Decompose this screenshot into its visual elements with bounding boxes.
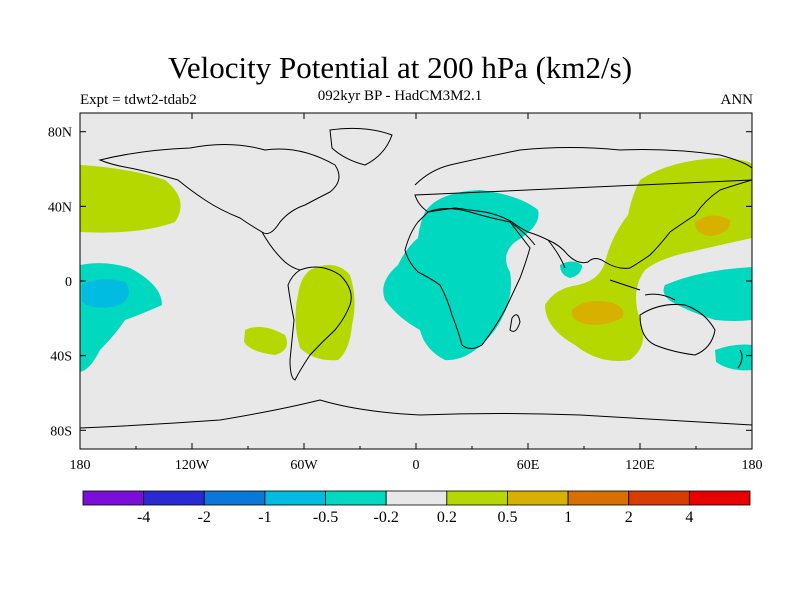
chart-title: Velocity Potential at 200 hPa (km2/s) (167, 50, 633, 85)
lat-label: 40N (48, 200, 72, 215)
lon-label: 120E (625, 458, 655, 473)
colorbar-label: -1 (258, 509, 271, 526)
region-east-australia (715, 344, 752, 371)
lon-label: 120W (175, 458, 210, 473)
colorbar-label: 2 (625, 509, 633, 526)
colorbar-label: 1 (564, 509, 572, 526)
axis-ticks (79, 113, 753, 449)
region-africa (383, 190, 539, 361)
region-western-pacific (663, 267, 752, 321)
region-core-indian-ocean (571, 301, 624, 325)
colorbar-swatch (567, 490, 630, 506)
colorbar (82, 490, 751, 506)
chart-subtitle: 092kyr BP - HadCM3M2.1 (317, 88, 483, 104)
lat-label: 80S (50, 424, 72, 439)
colorbar-swatch (688, 490, 751, 506)
region-indonesia-small (560, 261, 582, 278)
lon-label: 0 (413, 458, 420, 473)
colorbar-label: 0.2 (437, 509, 457, 526)
colorbar-swatch (143, 490, 205, 506)
colorbar-label: -0.2 (374, 509, 399, 526)
lat-label: 80N (48, 126, 72, 141)
colorbar-label: -0.5 (313, 509, 338, 526)
colorbar-swatch (446, 490, 508, 506)
lon-label: 60W (290, 458, 318, 473)
colorbar-label: 4 (685, 509, 693, 526)
colorbar-swatch (507, 490, 569, 506)
colorbar-label: 0.5 (497, 509, 517, 526)
colorbar-swatch (264, 490, 326, 506)
region-core-ne-pacific (695, 215, 731, 236)
colorbar-swatch (325, 490, 387, 506)
region-south-atlantic-west (244, 326, 288, 355)
lon-label: 180 (70, 458, 91, 473)
coastlines (80, 127, 752, 429)
region-core-pacific-west (82, 279, 129, 308)
region-n-pacific-east (80, 165, 181, 233)
lat-label: 40S (50, 350, 72, 365)
season-label: ANN (720, 92, 754, 108)
lat-label: 0 (65, 275, 72, 290)
longitude-labels: 180 120W 60W 0 60E 120E 180 (70, 458, 763, 473)
latitude-labels: 80N 40N 0 40S 80S (48, 126, 72, 440)
experiment-label: Expt = tdwt2-tdab2 (80, 92, 197, 108)
colorbar-swatch (385, 490, 448, 506)
colorbar-label: -2 (198, 509, 211, 526)
lon-label: 60E (517, 458, 540, 473)
colorbar-label: -4 (137, 509, 150, 526)
shaded-field (80, 127, 752, 429)
colorbar-swatch (203, 490, 266, 506)
colorbar-swatch (628, 490, 690, 506)
region-south-america (295, 265, 355, 361)
colorbar-labels: -4 -2 -1 -0.5 -0.2 0.2 0.5 1 2 4 (137, 509, 693, 526)
lon-label: 180 (742, 458, 763, 473)
colorbar-swatch (82, 490, 145, 506)
